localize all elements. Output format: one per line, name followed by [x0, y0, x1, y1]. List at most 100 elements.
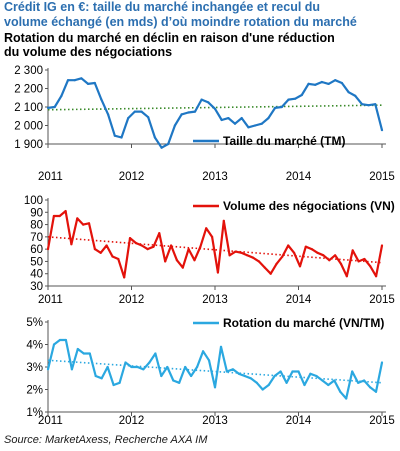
data-point [46, 106, 50, 109]
data-point [369, 265, 372, 268]
data-point [82, 352, 85, 355]
y-tick-label: 2 300 [14, 65, 43, 77]
data-point [234, 250, 237, 253]
data-point [187, 248, 190, 251]
data-point [240, 117, 243, 120]
data-point [303, 383, 306, 387]
data-point [94, 374, 97, 378]
data-point [285, 381, 288, 384]
data-point [327, 82, 330, 85]
data-point [180, 113, 183, 116]
y-tick-label: 90 [30, 207, 43, 219]
data-point [307, 82, 310, 85]
data-point [333, 379, 336, 382]
data-point [281, 255, 284, 258]
data-point [222, 219, 225, 222]
data-point [187, 111, 190, 114]
data-point [76, 217, 79, 220]
series-line [46, 210, 384, 279]
data-point [193, 110, 197, 113]
data-point [219, 345, 223, 348]
y-tick-label: 4% [26, 340, 43, 352]
data-point [60, 94, 63, 97]
data-point [160, 146, 163, 149]
data-point [274, 106, 277, 109]
data-point [207, 101, 210, 104]
data-point [87, 82, 90, 85]
x-tick-label: 2013 [202, 294, 228, 306]
y-tick-label: 2 200 [14, 84, 43, 96]
chart-subtitle-line-1: Rotation du marché en déclin en raison d… [4, 31, 335, 45]
data-point [211, 235, 214, 238]
data-point [231, 368, 234, 371]
data-point [73, 79, 76, 82]
data-point [160, 374, 163, 378]
data-point [225, 370, 228, 373]
y-tick-label: 2 100 [14, 102, 43, 114]
data-point [228, 254, 231, 257]
data-point [46, 248, 50, 251]
data-point [202, 350, 205, 353]
data-point [363, 257, 366, 261]
chart-title: Crédit IG en €: taille du marché inchang… [4, 0, 357, 30]
x-tick-label: 2011 [38, 415, 63, 427]
data-point [227, 117, 230, 120]
data-point [205, 227, 208, 230]
data-point [240, 251, 243, 254]
y-tick-label: 1% [26, 407, 43, 419]
data-point [146, 248, 149, 251]
y-tick-label: 5% [26, 317, 43, 329]
data-point [118, 381, 121, 384]
data-point [287, 244, 290, 247]
x-tick-label: 2012 [119, 415, 145, 427]
data-point [170, 244, 173, 247]
data-point [255, 381, 258, 384]
x-tick-label: 2015 [369, 171, 395, 183]
x-tick-label: 2011 [38, 294, 63, 306]
data-point [375, 275, 378, 278]
data-point [154, 352, 157, 355]
data-point [220, 118, 223, 122]
data-point [134, 241, 137, 245]
data-point [357, 260, 360, 263]
data-point [99, 251, 102, 254]
chart-subtitle: Rotation du marché en déclin en raison d… [4, 31, 335, 59]
data-point [351, 249, 354, 252]
data-point [233, 122, 237, 125]
data-point [107, 113, 110, 116]
data-point [374, 103, 377, 106]
x-tick-label: 2014 [286, 415, 312, 427]
data-point [100, 377, 103, 380]
data-point [190, 374, 193, 378]
data-point [100, 98, 103, 101]
data-point [216, 271, 219, 274]
data-point [261, 388, 264, 391]
y-tick-label: 100 [24, 195, 43, 207]
data-point [298, 265, 302, 268]
data-point [293, 251, 296, 254]
data-point [340, 81, 343, 85]
data-point [315, 374, 318, 378]
data-point [309, 372, 312, 375]
data-point [347, 91, 350, 94]
data-point [106, 365, 109, 369]
data-point [360, 103, 364, 106]
data-point [64, 210, 67, 213]
y-tick-label: 80 [30, 220, 43, 232]
data-point [246, 254, 249, 257]
data-point [374, 390, 378, 393]
data-point [322, 254, 325, 257]
data-point [76, 347, 79, 351]
data-point [200, 98, 203, 101]
data-point [267, 383, 270, 387]
data-point [260, 122, 263, 125]
data-point [70, 368, 73, 371]
x-tick-label: 2012 [119, 294, 145, 306]
y-tick-label: 50 [30, 256, 43, 268]
data-point [351, 370, 354, 373]
data-point [133, 110, 136, 113]
data-point [153, 136, 156, 139]
data-point [367, 104, 370, 107]
y-tick-label: 70 [30, 232, 43, 244]
x-tick-label: 2014 [286, 294, 312, 306]
